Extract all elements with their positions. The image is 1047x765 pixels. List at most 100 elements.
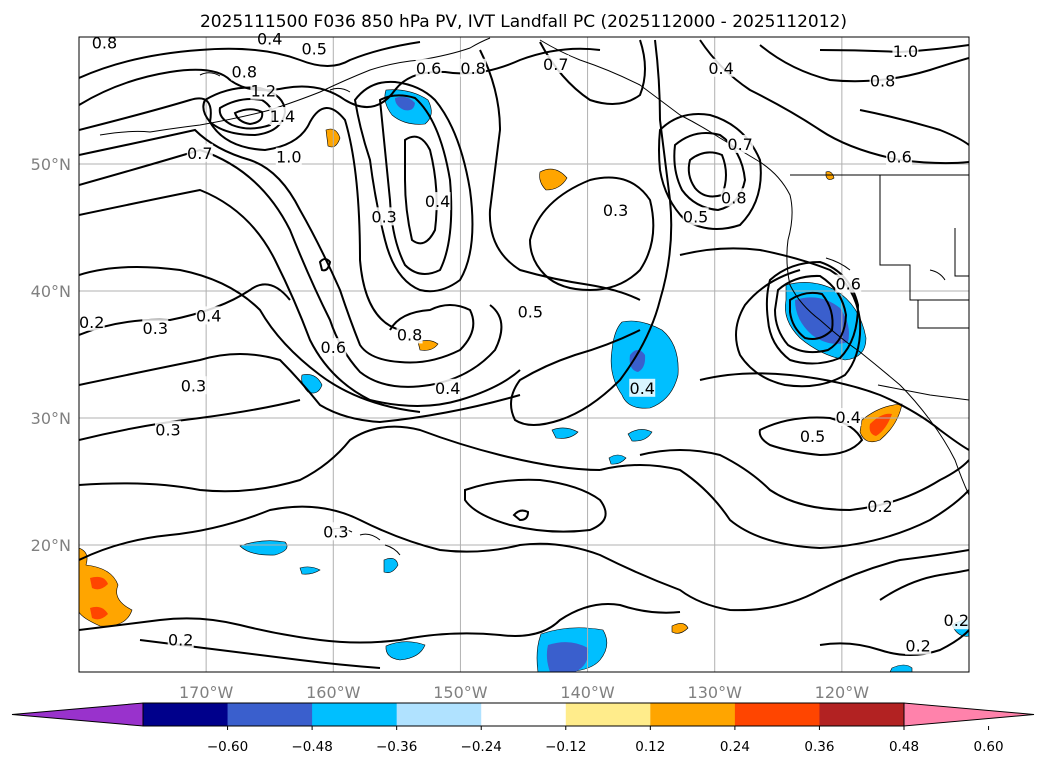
colorbar-tick-label: −0.12 <box>545 739 586 755</box>
contour-label: 1.4 <box>269 107 296 126</box>
contour-label-background <box>708 58 735 77</box>
neg-anomaly-region <box>889 664 913 672</box>
contour-label-background <box>78 312 105 331</box>
contour-label-background <box>269 107 296 126</box>
contour-label-text: 0.3 <box>371 207 396 226</box>
contour-label-background <box>799 427 826 446</box>
contour-label: 0.4 <box>195 306 222 325</box>
contour-label-text: 0.3 <box>143 319 168 338</box>
neg-anomaly-region <box>385 641 426 661</box>
contour-label-text: 0.4 <box>257 30 282 49</box>
contour-label-text: 0.2 <box>905 637 930 656</box>
neg-anomaly-region <box>551 427 579 439</box>
contour-label-background <box>602 200 629 219</box>
colorbar-tick-label: 0.48 <box>889 739 919 755</box>
colorbar-tick-label: −0.24 <box>461 739 502 755</box>
contour-label: 0.8 <box>396 325 423 344</box>
contour-label-background <box>142 319 169 338</box>
longitude-tick-label: 140°W <box>560 683 615 702</box>
contour-label-text: 0.5 <box>301 40 326 59</box>
contour-label-background <box>301 39 328 58</box>
contour-label-text: 0.2 <box>168 630 193 649</box>
contour-label: 0.4 <box>629 378 656 398</box>
contour-label: 0.7 <box>186 143 213 163</box>
neg-anomaly-region <box>627 429 653 442</box>
contour-label-background <box>322 522 349 541</box>
contour-label-text: 0.8 <box>460 59 485 78</box>
pos-anomaly-region <box>539 168 568 191</box>
contour-label: 0.2 <box>905 636 932 656</box>
contour-label-background <box>886 147 913 166</box>
contour-label: 0.3 <box>155 420 181 440</box>
neg-anomaly-region <box>299 566 321 575</box>
colorbar-segment <box>734 703 820 726</box>
colorbar-tick-label: 0.12 <box>635 739 665 755</box>
neg-anomaly-region <box>383 558 399 573</box>
latitude-tick-label: 40°N <box>31 282 71 301</box>
latitude-tick-label: 30°N <box>31 409 71 428</box>
contour-label: 0.8 <box>720 188 747 207</box>
contour-label-background <box>892 42 919 61</box>
contour-label: 0.3 <box>371 207 398 226</box>
contour-label-background <box>434 378 461 397</box>
contour-label-background <box>91 33 118 52</box>
contour-label-text: 0.8 <box>92 33 117 52</box>
longitude-tick-labels: 170°W 160°W 150°W 140°W 130°W 120°W <box>179 683 869 702</box>
contour-label: 0.4 <box>256 29 283 49</box>
latitude-tick-label: 20°N <box>31 536 71 555</box>
latitude-tick-label: 50°N <box>31 155 71 174</box>
contour-label-text: 0.4 <box>835 408 860 427</box>
colorbar-segment <box>819 703 905 726</box>
contour-label-text: 0.7 <box>727 135 752 154</box>
contour-label-text: 0.8 <box>397 325 422 344</box>
map-gridlines <box>79 37 969 672</box>
colorbar-tick-label: −0.48 <box>291 739 332 755</box>
contour-label-background <box>542 54 569 73</box>
contour-label-background <box>186 143 213 162</box>
map-frame <box>78 36 970 673</box>
contour-label: 0.8 <box>91 33 118 52</box>
contour-label-text: 0.4 <box>425 192 450 211</box>
pos-anomaly-core <box>869 413 892 436</box>
longitude-tick-label: 150°W <box>433 683 488 702</box>
contour-label-text: 0.6 <box>416 59 441 78</box>
colorbar-extend-high <box>903 702 1035 727</box>
figure-title: 2025111500 F036 850 hPa PV, IVT Landfall… <box>200 12 847 32</box>
colorbar-segment <box>312 703 398 726</box>
contour-label: 0.6 <box>415 58 442 78</box>
contour-label-text: 0.3 <box>181 376 206 395</box>
contour-label-text: 1.4 <box>270 107 295 126</box>
contour-label-text: 0.8 <box>721 188 746 207</box>
contour-label-text: 0.2 <box>867 497 892 516</box>
contour-label: 0.5 <box>799 427 826 446</box>
contour-label-text: 0.5 <box>518 303 543 322</box>
neg-anomaly-region <box>239 540 288 556</box>
pos-anomaly-core <box>90 606 108 620</box>
colorbar-segment <box>143 703 229 726</box>
contour-label-text: 0.5 <box>683 207 708 226</box>
map-area: 0.8 0.4 0.5 0.6 0.8 0.7 0.4 1.0 0.8 0.8 1.2 1.4 0.7 1… <box>31 29 970 702</box>
contour-label-background <box>424 192 451 211</box>
contour-label-background <box>231 62 258 81</box>
contour-label: 0.2 <box>78 312 105 332</box>
contour-label-text: 0.4 <box>708 59 733 78</box>
contour-label: 0.3 <box>142 319 169 338</box>
contour-label-text: 0.2 <box>944 611 969 630</box>
contour-label: 1.0 <box>275 147 302 167</box>
colorbar-frame <box>142 702 905 727</box>
contour-label-text: 0.4 <box>435 379 460 398</box>
contour-label-text: 0.6 <box>321 338 346 357</box>
contour-label-background <box>943 611 970 630</box>
contour-label-text: 1.2 <box>251 82 276 101</box>
contour-label-background <box>256 29 283 48</box>
contour-label-background <box>517 302 544 321</box>
contour-label-text: 0.6 <box>835 275 860 294</box>
contour-label: 0.5 <box>682 207 709 226</box>
longitude-tick-label: 170°W <box>179 683 234 702</box>
contour-label-text: 1.0 <box>276 148 301 167</box>
colorbar-segment <box>396 703 482 726</box>
contour-label: 0.6 <box>320 338 347 357</box>
contour-label: 0.4 <box>835 408 862 427</box>
neg-anomaly-core <box>795 297 849 344</box>
